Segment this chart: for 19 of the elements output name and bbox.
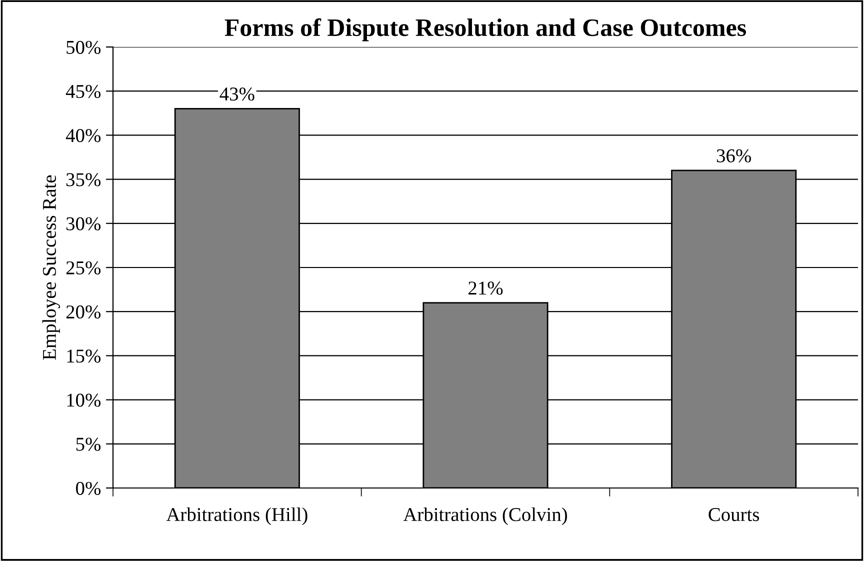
y-tick-label: 5%: [76, 438, 101, 451]
data-label: 21%: [468, 282, 503, 295]
data-label: 36%: [716, 149, 751, 162]
y-tick-label: 45%: [66, 84, 101, 98]
x-tick-label: Courts: [708, 508, 760, 522]
y-tick-label: 0%: [76, 482, 101, 495]
x-tick-label: Arbitrations (Colvin): [403, 507, 568, 526]
data-label: 43%: [220, 88, 254, 101]
y-tick-label: 25%: [66, 261, 101, 274]
y-tick-label: 15%: [67, 350, 101, 363]
y-tick-label: 10%: [67, 394, 101, 407]
x-tick-label: Arbitrations (Hill): [166, 507, 308, 526]
chart-title: Forms of Dispute Resolution and Case Outcomes: [224, 18, 746, 42]
y-tick-label: 30%: [66, 217, 101, 230]
y-tick-label: 35%: [66, 173, 101, 186]
y-axis-title: Employee Success Rate: [42, 175, 60, 360]
y-tick-label: 40%: [66, 129, 101, 142]
y-tick-label: 50%: [66, 40, 101, 54]
y-tick-label: 20%: [66, 305, 101, 319]
